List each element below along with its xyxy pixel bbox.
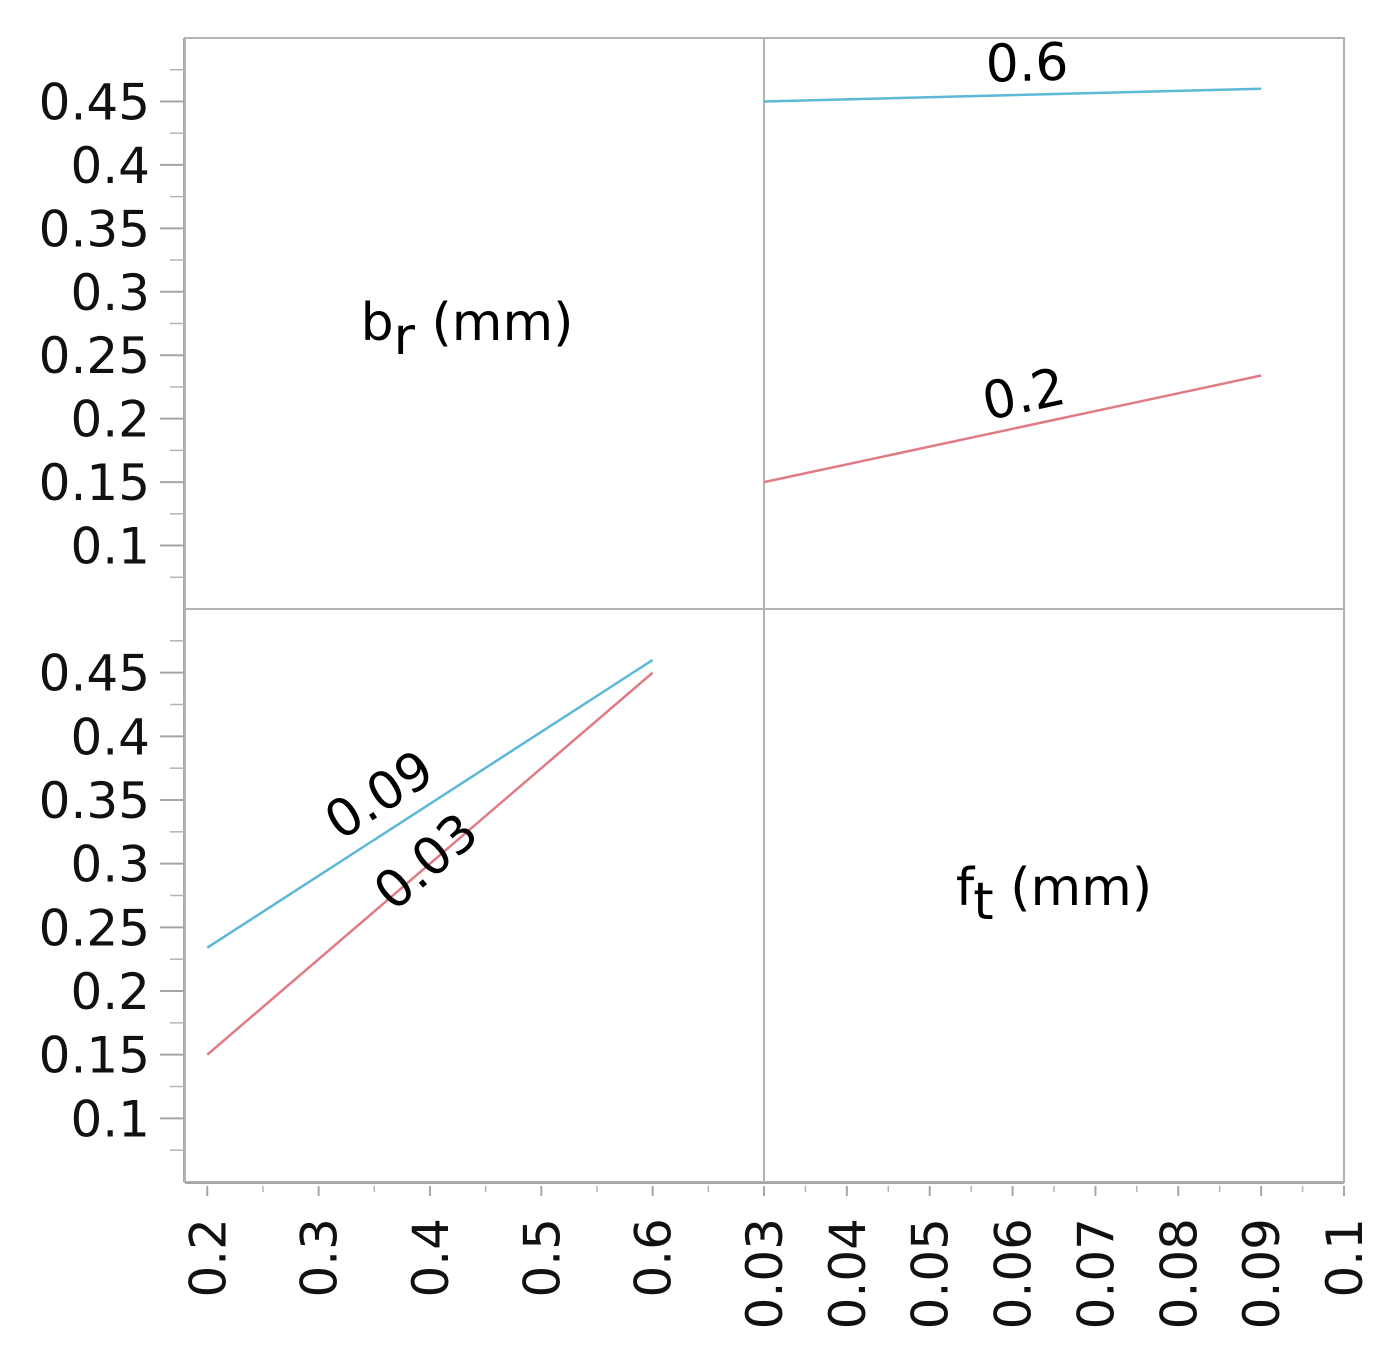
series-line-0.6 (763, 87, 1262, 103)
y-tick-label: 0.1 (70, 1090, 150, 1148)
series-line-0.2 (763, 374, 1262, 484)
y-tick-label: 0.35 (39, 200, 150, 258)
y-tick-label: 0.1 (70, 518, 150, 576)
x-tick-label: 0.4 (402, 1218, 460, 1298)
x-tick-label: 0.5 (513, 1218, 571, 1298)
series-label-0.2: 0.2 (977, 357, 1070, 433)
y-tick-label: 0.45 (39, 73, 150, 131)
y-tick-label: 0.35 (39, 772, 150, 830)
series-label-0.6: 0.6 (985, 33, 1069, 95)
x-tick-label: 0.07 (1067, 1218, 1125, 1329)
x-tick-label: 0.3 (291, 1218, 349, 1298)
x-tick-label: 0.04 (819, 1218, 877, 1329)
y-tick-label: 0.25 (39, 327, 150, 385)
x-tick-label: 0.2 (179, 1218, 237, 1298)
x-tick-label: 0.03 (736, 1218, 794, 1329)
x-tick-label: 0.09 (1233, 1218, 1291, 1329)
x-tick-label: 0.06 (985, 1218, 1043, 1329)
y-tick-label: 0.4 (70, 708, 150, 766)
series-line-0.09 (206, 658, 654, 949)
variable-label-1: ft (mm) (956, 858, 1152, 932)
y-tick-label: 0.2 (70, 963, 150, 1021)
series-line-0.03 (206, 671, 654, 1056)
x-tick-label: 0.6 (625, 1218, 683, 1298)
x-tick-label: 0.08 (1150, 1218, 1208, 1329)
y-tick-label: 0.25 (39, 899, 150, 957)
y-tick-label: 0.4 (70, 137, 150, 195)
y-tick-label: 0.3 (70, 836, 150, 894)
y-tick-label: 0.2 (70, 391, 150, 449)
y-tick-label: 0.45 (39, 645, 150, 703)
y-tick-label: 0.3 (70, 264, 150, 322)
y-tick-label: 0.15 (39, 454, 150, 512)
variable-label-0: br (mm) (361, 293, 574, 367)
x-tick-label: 0.05 (902, 1218, 960, 1329)
x-tick-label: 0.1 (1316, 1218, 1374, 1298)
y-tick-label: 0.15 (39, 1027, 150, 1085)
